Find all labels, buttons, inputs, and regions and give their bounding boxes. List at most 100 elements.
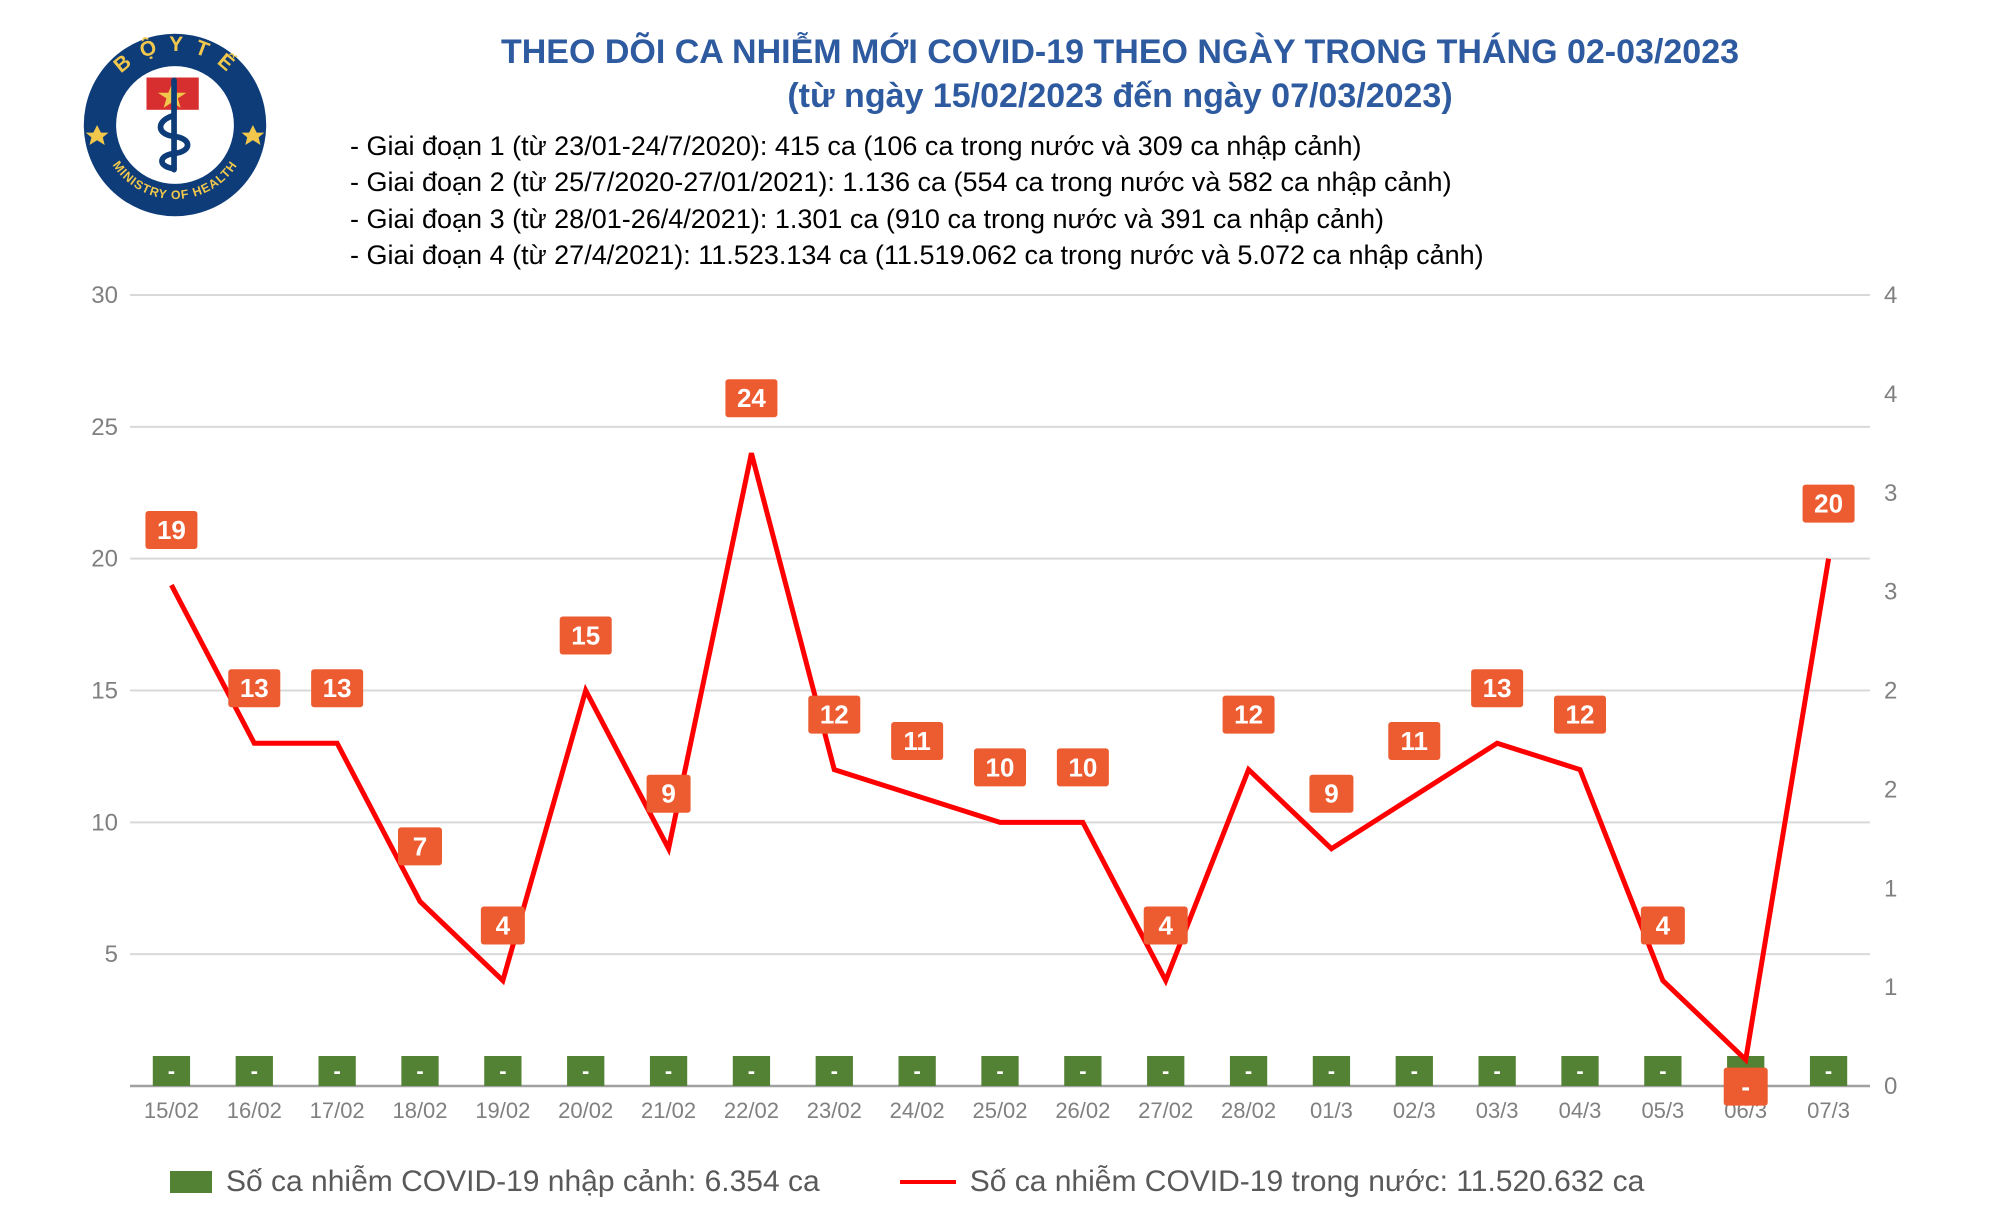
- y-left-tick-label: 25: [91, 414, 118, 441]
- svg-text:-: -: [1825, 1059, 1832, 1084]
- title-block: THEO DÕI CA NHIỄM MỚI COVID-19 THEO NGÀY…: [300, 30, 1940, 118]
- x-tick-label: 28/02: [1221, 1098, 1276, 1123]
- x-tick-label: 26/02: [1055, 1098, 1110, 1123]
- x-tick-label: 19/02: [475, 1098, 530, 1123]
- legend-swatch-bar: [170, 1171, 212, 1193]
- bar: -: [1230, 1056, 1267, 1086]
- data-label: 13: [228, 669, 280, 707]
- x-tick-label: 27/02: [1138, 1098, 1193, 1123]
- svg-text:-: -: [996, 1059, 1003, 1084]
- data-label: 9: [647, 775, 691, 813]
- svg-text:-: -: [1659, 1059, 1666, 1084]
- bar: -: [1064, 1056, 1101, 1086]
- legend-swatch-line: [900, 1180, 956, 1184]
- svg-text:24: 24: [737, 383, 766, 413]
- phase-block: - Giai đoạn 1 (từ 23/01-24/7/2020): 415 …: [350, 128, 1484, 274]
- legend-label-bar: Số ca nhiễm COVID-19 nhập cảnh: 6.354 ca: [226, 1165, 820, 1199]
- legend: Số ca nhiễm COVID-19 nhập cảnh: 6.354 ca…: [170, 1157, 1940, 1207]
- svg-text:9: 9: [661, 779, 675, 809]
- svg-text:-: -: [1576, 1059, 1583, 1084]
- svg-text:7: 7: [413, 831, 427, 861]
- x-tick-label: 02/3: [1393, 1098, 1436, 1123]
- bar: -: [733, 1056, 770, 1086]
- title-line-1: THEO DÕI CA NHIỄM MỚI COVID-19 THEO NGÀY…: [300, 30, 1940, 74]
- data-label: 15: [560, 617, 612, 655]
- svg-text:-: -: [499, 1059, 506, 1084]
- bar: -: [1810, 1056, 1847, 1086]
- svg-text:12: 12: [1234, 700, 1263, 730]
- y-right-tick-label: 4: [1884, 381, 1897, 408]
- x-tick-label: 15/02: [144, 1098, 199, 1123]
- svg-text:4: 4: [1656, 911, 1671, 941]
- data-label: 11: [891, 722, 943, 760]
- svg-text:10: 10: [986, 752, 1015, 782]
- x-tick-label: 03/3: [1476, 1098, 1519, 1123]
- data-label: 24: [725, 379, 777, 417]
- x-tick-label: 16/02: [227, 1098, 282, 1123]
- phase-line: - Giai đoạn 3 (từ 28/01-26/4/2021): 1.30…: [350, 201, 1484, 237]
- svg-text:-: -: [665, 1059, 672, 1084]
- y-right-tick-label: 4: [1884, 285, 1897, 309]
- y-right-tick-label: 3: [1884, 480, 1897, 507]
- data-label: 12: [1554, 696, 1606, 734]
- svg-text:12: 12: [1566, 700, 1595, 730]
- covid-chart: 5101520253001122334415/0216/0217/0218/02…: [80, 285, 1920, 1146]
- y-left-tick-label: 20: [91, 546, 118, 573]
- data-label: 11: [1388, 722, 1440, 760]
- y-right-tick-label: 3: [1884, 579, 1897, 606]
- x-tick-label: 24/02: [890, 1098, 945, 1123]
- bar: -: [1396, 1056, 1433, 1086]
- legend-item-line: Số ca nhiễm COVID-19 trong nước: 11.520.…: [900, 1165, 1645, 1199]
- data-label: 13: [311, 669, 363, 707]
- data-label: 10: [974, 748, 1026, 786]
- y-left-tick-label: 10: [91, 809, 118, 836]
- svg-text:13: 13: [323, 673, 352, 703]
- title-line-2: (từ ngày 15/02/2023 đến ngày 07/03/2023): [300, 74, 1940, 118]
- x-tick-label: 20/02: [558, 1098, 613, 1123]
- ministry-logo: B Ộ Y T Ế MINISTRY OF HEALTH: [80, 30, 270, 220]
- svg-text:4: 4: [1158, 911, 1173, 941]
- data-label: 12: [1223, 696, 1275, 734]
- legend-label-line: Số ca nhiễm COVID-19 trong nước: 11.520.…: [970, 1165, 1645, 1199]
- svg-text:11: 11: [903, 726, 931, 756]
- bar: -: [319, 1056, 356, 1086]
- x-tick-label: 25/02: [972, 1098, 1027, 1123]
- svg-text:10: 10: [1068, 752, 1097, 782]
- data-label: 13: [1471, 669, 1523, 707]
- svg-text:-: -: [251, 1059, 258, 1084]
- bar: -: [1313, 1056, 1350, 1086]
- svg-text:-: -: [416, 1059, 423, 1084]
- svg-text:19: 19: [157, 515, 186, 545]
- svg-text:9: 9: [1324, 779, 1338, 809]
- data-label: 4: [1144, 907, 1188, 945]
- y-right-tick-label: 1: [1884, 974, 1897, 1001]
- svg-text:-: -: [1411, 1059, 1418, 1084]
- y-right-tick-label: 2: [1884, 678, 1897, 705]
- data-label: 4: [1641, 907, 1685, 945]
- page-root: B Ộ Y T Ế MINISTRY OF HEALTH: [0, 0, 2000, 1231]
- x-tick-label: 21/02: [641, 1098, 696, 1123]
- bar: -: [401, 1056, 438, 1086]
- y-right-tick-label: 0: [1884, 1073, 1897, 1100]
- data-label: 9: [1309, 775, 1353, 813]
- phase-line: - Giai đoạn 2 (từ 25/7/2020-27/01/2021):…: [350, 164, 1484, 200]
- svg-text:-: -: [1162, 1059, 1169, 1084]
- bar: -: [567, 1056, 604, 1086]
- phase-line: - Giai đoạn 4 (từ 27/4/2021): 11.523.134…: [350, 237, 1484, 273]
- y-right-tick-label: 1: [1884, 875, 1897, 902]
- bar: -: [1147, 1056, 1184, 1086]
- svg-text:20: 20: [1814, 489, 1843, 519]
- svg-text:-: -: [1079, 1059, 1086, 1084]
- svg-text:-: -: [168, 1059, 175, 1084]
- svg-text:12: 12: [820, 700, 849, 730]
- x-tick-label: 18/02: [392, 1098, 447, 1123]
- data-label: 20: [1803, 485, 1855, 523]
- bar: -: [1644, 1056, 1681, 1086]
- svg-text:-: -: [1493, 1059, 1500, 1084]
- bar: -: [484, 1056, 521, 1086]
- data-label: 10: [1057, 748, 1109, 786]
- y-left-tick-label: 30: [91, 285, 118, 309]
- data-label: 12: [808, 696, 860, 734]
- svg-text:-: -: [831, 1059, 838, 1084]
- y-left-tick-label: 15: [91, 678, 118, 705]
